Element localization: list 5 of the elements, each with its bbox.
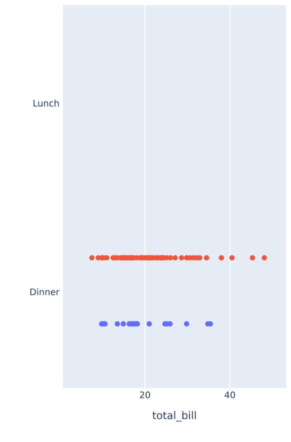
x-axis-title: total_bill bbox=[152, 411, 196, 422]
y-tick-label: Dinner bbox=[30, 288, 60, 296]
y-tick-label: Lunch bbox=[34, 100, 59, 107]
x-tick-label: 20 bbox=[140, 392, 150, 398]
x-tick-label: 40 bbox=[224, 392, 236, 398]
